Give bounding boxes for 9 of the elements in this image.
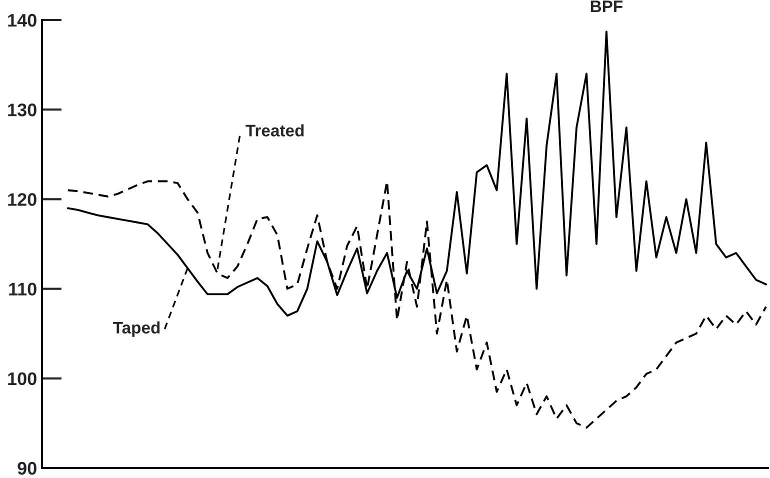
text: Taped (113, 321, 160, 337)
y-tick-label: 90 (18, 462, 36, 475)
y-tick-label: 120 (8, 193, 36, 206)
y-tick-label: 100 (8, 372, 36, 386)
text: Treated (246, 124, 304, 136)
y-tick-label: 140 (8, 14, 36, 27)
y-tick-label: 110 (9, 282, 36, 296)
y-tick-label: 130 (8, 104, 36, 116)
text: BPF (590, 0, 622, 12)
